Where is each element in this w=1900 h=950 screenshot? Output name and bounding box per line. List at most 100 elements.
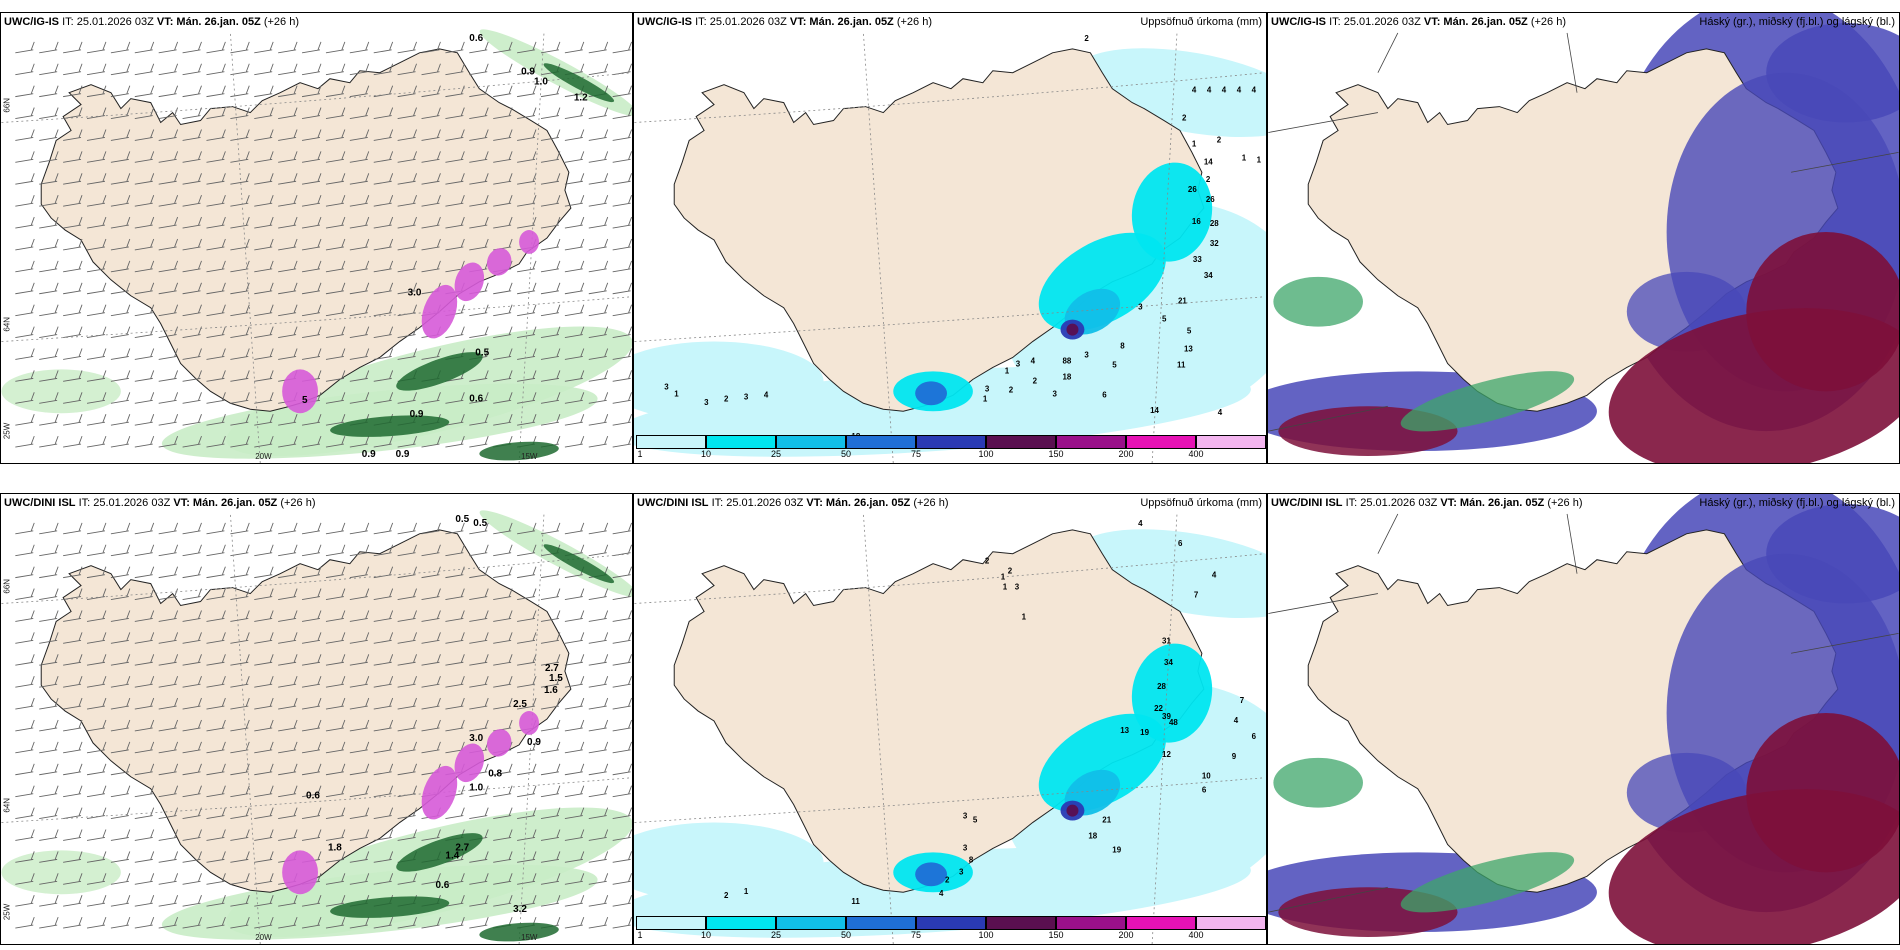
wind-barb — [301, 610, 322, 622]
snow-cell — [421, 765, 458, 820]
wind-barb — [373, 129, 394, 141]
wind-barb — [182, 85, 202, 98]
wind-barb — [15, 63, 35, 76]
wind-barb — [15, 610, 35, 622]
precip-value-label: 2 — [724, 891, 729, 900]
wind-barb — [612, 173, 632, 185]
lead-time: (+26 h) — [1530, 16, 1567, 28]
lat-label: 25W — [2, 903, 11, 920]
colorbar-swatch — [986, 435, 1056, 449]
precip-value-label: 4 — [1218, 408, 1223, 417]
init-time: IT: 25.01.2026 03Z — [62, 16, 154, 28]
wind-barb — [206, 763, 226, 776]
wind-barb — [278, 129, 298, 141]
wind-barb — [110, 282, 131, 295]
wind-barb — [612, 829, 632, 841]
wind-barb — [110, 763, 131, 776]
wind-barb — [325, 741, 346, 754]
wind-barb — [63, 41, 83, 54]
iceland-landmass — [40, 48, 572, 412]
wind-barb — [182, 829, 202, 841]
wind-barb — [15, 916, 35, 929]
wind-barb — [301, 763, 322, 776]
wind-barb — [325, 370, 346, 382]
model-name: UWC/DINI ISL — [637, 497, 709, 509]
wind-barb — [493, 895, 513, 907]
wind-barb — [39, 566, 59, 579]
wind-barb — [349, 610, 370, 622]
precip-value-label: 2 — [1033, 376, 1038, 385]
wind-barb — [493, 151, 513, 163]
wind-barb — [564, 785, 585, 798]
wind-barb — [517, 632, 537, 644]
wind-barb — [564, 151, 585, 163]
wind-barb — [86, 216, 107, 229]
panel-ig-wind: UWC/IG-IS IT: 25.01.2026 03Z VT: Mán. 26… — [0, 12, 633, 464]
lead-time: (+26 h) — [280, 497, 316, 509]
wind-barb — [564, 873, 585, 885]
wind-barb — [206, 851, 226, 863]
wind-barb — [254, 304, 274, 317]
wind-barb — [373, 151, 394, 163]
wind-barb — [158, 414, 179, 426]
wind-barb — [349, 829, 370, 841]
wind-barb — [206, 173, 226, 185]
wind-barb — [206, 107, 226, 119]
wind-barb — [110, 151, 131, 163]
wind-barb — [445, 151, 465, 163]
wind-barb — [182, 173, 202, 185]
wind-barb — [397, 654, 417, 666]
colorbar-swatch — [776, 435, 846, 449]
wind-barb — [469, 851, 489, 863]
wind-barb — [349, 697, 370, 710]
wind-barb — [397, 610, 417, 622]
wind-barb — [469, 195, 489, 207]
wind-barb — [110, 566, 131, 579]
wind-barb — [230, 173, 250, 185]
wind-barb — [445, 916, 465, 929]
precip-value-labels: 0.5 0.52.71.51.62.53.00.81.00.92.71.40.63… — [306, 514, 563, 915]
wind-barb — [254, 544, 274, 557]
graticule — [1268, 513, 1899, 913]
precip-value-label: 5 — [1187, 327, 1192, 336]
wind-barb — [230, 895, 250, 907]
wind-barb — [421, 173, 441, 185]
graticule-line — [1377, 32, 1399, 73]
parallel-line — [634, 72, 1265, 123]
wind-barb — [588, 370, 609, 382]
map-cloud-cover — [1268, 494, 1899, 944]
wind-barb — [540, 522, 561, 535]
wind-barb — [182, 676, 202, 688]
wind-barb — [39, 392, 59, 404]
wind-barb — [373, 544, 394, 557]
low-cloud-area — [1746, 713, 1899, 873]
wind-barb — [15, 676, 35, 688]
wind-barb — [182, 566, 202, 579]
wind-barb — [134, 348, 155, 360]
precip-value-label: 0.9 — [362, 449, 376, 460]
wind-barb — [540, 107, 561, 119]
wind-barb — [39, 435, 59, 448]
wind-barb — [588, 785, 609, 798]
wind-barb — [373, 763, 394, 776]
wind-barb — [134, 741, 155, 754]
wind-barb — [469, 414, 489, 426]
precip-value-label: 2 — [945, 875, 950, 884]
wind-barb — [373, 676, 394, 688]
colorbar-tick-label: 150 — [1048, 449, 1064, 459]
wind-barb — [254, 741, 274, 754]
wind-barb — [110, 195, 131, 207]
colorbar-tick-label: 200 — [1118, 930, 1134, 940]
wind-barb — [588, 873, 609, 885]
precip-value-label: 3.0 — [469, 733, 483, 744]
precip-value-label: 2.7 — [545, 663, 559, 674]
graticule — [634, 513, 1265, 944]
wind-barb — [469, 522, 489, 535]
wind-barb — [86, 260, 107, 273]
lon-label: 20W — [255, 933, 272, 942]
wind-barb — [134, 414, 155, 426]
wind-barb — [158, 895, 179, 907]
wind-barb — [564, 807, 585, 819]
wind-barb — [182, 63, 202, 76]
graticule-line — [1377, 513, 1399, 554]
